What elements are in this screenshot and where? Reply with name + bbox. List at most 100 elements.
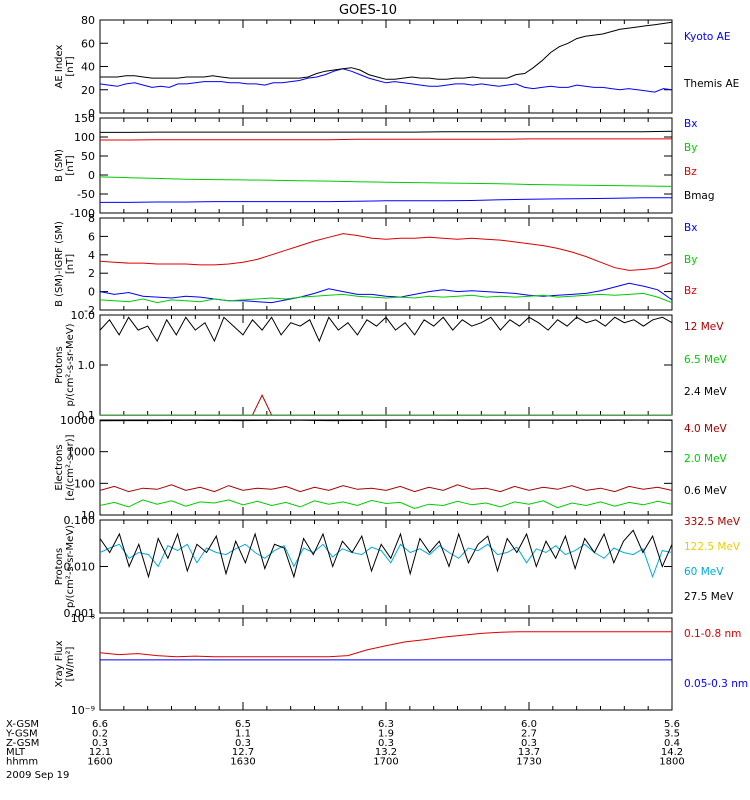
plot-title: GOES-10	[339, 3, 397, 18]
y-axis-label: B (SM)	[54, 149, 65, 182]
y-tick-label: 0.010	[64, 561, 96, 574]
legend-label: 0.05-0.3 nm	[684, 678, 748, 690]
y-axis-label: Protons	[54, 346, 65, 383]
y-tick-label: 0	[88, 286, 95, 299]
y-tick-label: 0.001	[64, 607, 96, 620]
legend-label: By	[684, 254, 697, 266]
legend-label: 27.5 MeV	[684, 591, 734, 603]
y-tick-label: 100	[74, 131, 95, 144]
ephem-value: 1700	[373, 757, 398, 768]
ephem-value: 1730	[516, 757, 541, 768]
y-tick-label: 150	[74, 112, 95, 125]
y-axis-unit-label: [nT]	[65, 56, 76, 76]
series-line-by	[100, 292, 672, 304]
series-line-2-0-mev	[100, 499, 672, 510]
y-axis-unit-label: [e/(cm²-s-sr)]	[65, 434, 76, 500]
y-tick-label: 0	[88, 107, 95, 120]
ephem-row-label: X-GSM	[6, 719, 39, 730]
legend-label: 332.5 MeV	[684, 516, 741, 528]
ephem-value: 5.6	[664, 719, 680, 730]
legend-label: Kyoto AE	[684, 31, 730, 43]
y-axis-unit-label: p/(cm²-s-sr-MeV)	[65, 323, 76, 406]
y-axis-label: B (SM)-IGRF (SM)	[54, 221, 65, 307]
legend-label: 0.1-0.8 nm	[684, 628, 741, 640]
series-line-kyoto-ae	[100, 68, 672, 93]
y-tick-label: -2	[84, 304, 95, 317]
legend-label: Bz	[684, 166, 697, 178]
series-line-themis-ae	[100, 21, 672, 80]
legend-label: Bx	[684, 118, 697, 130]
ephem-value: 6.6	[92, 719, 108, 730]
legend-label: Bx	[684, 222, 697, 234]
ephem-value: 1600	[87, 757, 112, 768]
y-tick-label: -50	[77, 188, 95, 201]
y-axis-label: AE Index	[54, 44, 65, 88]
legend-label: 122.5 MeV	[684, 541, 741, 553]
ephem-row-label: Z-GSM	[6, 738, 39, 749]
ephem-value: 1.1	[235, 728, 251, 739]
y-tick-label: 1.0	[78, 359, 96, 372]
legend-label: 2.4 MeV	[684, 386, 728, 398]
y-tick-label: 10000	[60, 414, 95, 427]
series-line-bz	[100, 233, 672, 271]
y-axis-label: Electrons	[54, 444, 65, 490]
y-tick-label: 10⁻⁹	[71, 704, 95, 717]
y-tick-label: 1000	[67, 446, 95, 459]
y-tick-label: 0.1	[78, 409, 96, 422]
legend-label: 6.5 MeV	[684, 354, 728, 366]
y-tick-label: 0	[88, 169, 95, 182]
y-tick-label: 80	[81, 14, 95, 27]
series-line-4-0-mev	[100, 484, 672, 493]
y-tick-label: 100	[74, 477, 95, 490]
legend-label: 0.6 MeV	[684, 485, 728, 497]
legend-label: 12 MeV	[684, 321, 724, 333]
panel-3: -2 0 2 4 6 8 B (SM)-IGRF (SM) [nT] Bx By Bz	[54, 212, 697, 317]
series-line-bz	[100, 138, 672, 141]
ephem-value: 6.3	[378, 719, 394, 730]
y-axis-unit-label: p/(cm²-s-sr-MeV)	[65, 525, 76, 608]
ephem-value: 1800	[659, 757, 684, 768]
series-line-60-mev	[100, 543, 672, 579]
panel-7: 10⁻⁹ 10⁻⁸ Xray Flux [W/m²] 0.1-0.8 nm 0.05-0.…	[54, 612, 748, 717]
y-tick-label: 40	[81, 61, 95, 74]
series-line-by	[100, 176, 672, 187]
y-tick-label: 20	[81, 84, 95, 97]
panel-frame	[99, 19, 673, 114]
ephem-row-label: Y-GSM	[5, 728, 38, 739]
ephem-value: 0.3	[235, 738, 251, 749]
legend-label: 2.0 MeV	[684, 453, 728, 465]
legend-label: Bmag	[684, 190, 715, 202]
panel-2: -100 -50 0 50 100 150 B (SM) [nT] Bx By Bz Bmag	[54, 112, 715, 220]
ephem-value: 14.2	[661, 747, 683, 758]
y-axis-label: Xray Flux	[54, 640, 65, 687]
legend-label: 60 MeV	[684, 566, 724, 578]
ephem-value: 3.5	[664, 728, 680, 739]
ephem-value: 0.4	[664, 738, 680, 749]
series-line-0-6-mev	[100, 420, 672, 422]
ephem-value: 6.5	[235, 719, 251, 730]
series-line-bmag	[100, 130, 672, 133]
y-tick-label: 8	[88, 212, 95, 225]
y-tick-label: 6	[88, 230, 95, 243]
panel-frame	[99, 419, 673, 516]
ephem-value: 6.0	[521, 719, 537, 730]
panel-5: 10 100 1000 10000 Electrons [e/(cm²-s-sr)] 4.0…	[54, 414, 728, 522]
ephem-row-label: hhmm	[6, 757, 38, 768]
ephem-value: 13.2	[375, 747, 397, 758]
y-tick-label: 4	[88, 249, 95, 262]
ephem-value: 0.3	[521, 738, 537, 749]
ephem-row-label: MLT	[6, 747, 26, 758]
series-line-bx	[100, 197, 672, 203]
plot-date: 2009 Sep 19	[6, 770, 69, 781]
y-axis-unit-label: [nT]	[65, 254, 76, 274]
ephem-value: 0.3	[378, 738, 394, 749]
y-axis-label: Protons	[54, 548, 65, 585]
ephemeris-table: X-GSM 6.6 6.5 6.3 6.0 5.6 Y-GSM 0.2 1.1 1.9 2.7 3.5…	[5, 719, 685, 781]
ephem-value: 12.1	[89, 747, 111, 758]
ephem-value: 13.7	[518, 747, 540, 758]
ephem-value: 2.7	[521, 728, 537, 739]
legend-label: Themis AE	[683, 78, 739, 90]
ephem-value: 1.9	[378, 728, 394, 739]
